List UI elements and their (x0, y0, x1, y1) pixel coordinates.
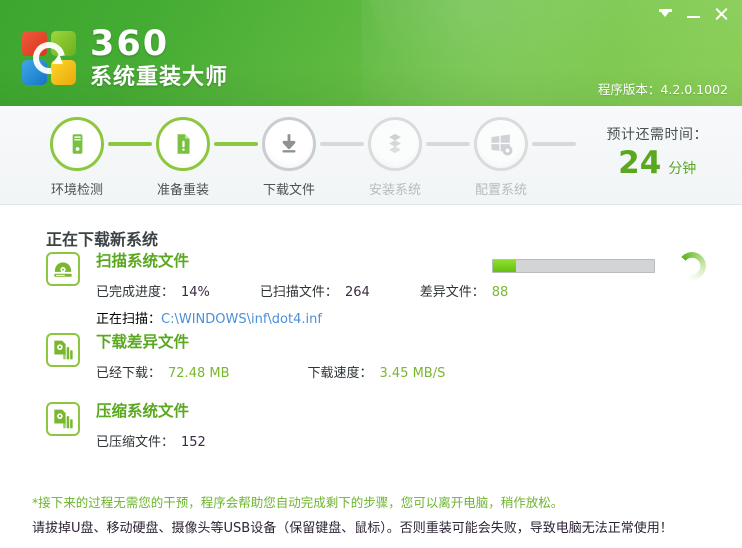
footer-note-warning: 请拔掉U盘、移动硬盘、摄像头等USB设备（保留键盘、鼠标）。否则重装可能会失败，… (32, 521, 673, 536)
page-title: 正在下载新系统 (46, 230, 159, 249)
step-4-todo: 安装系统 (364, 117, 426, 198)
step-2-label: 准备重装 (156, 183, 209, 198)
title-bar: 360 系统重装大师 程序版本：4.2.0.1002 (0, 0, 742, 106)
minimize-button[interactable] (680, 4, 706, 23)
360-logo-icon (22, 31, 76, 85)
step-list: 环境检测 准备重装 下载文件 安装系统 配置系统 (46, 117, 576, 198)
file-compress-icon (46, 402, 80, 436)
window-controls (652, 4, 734, 23)
stat-label: 已经下载： (96, 365, 162, 381)
step-progress-bar: 环境检测 准备重装 下载文件 安装系统 配置系统 预计还需时间： 24 分钟 (0, 106, 742, 205)
chevron-down-icon (658, 8, 672, 19)
task-current-file: 正在扫描： C:\WINDOWS\inf\dot4.inf (96, 308, 508, 327)
step-5-todo: 配置系统 (470, 117, 532, 198)
brand-number: 360 (90, 24, 170, 64)
task-row: 扫描系统文件 已完成进度： 14% 已扫描文件： 264 差异文件： 88 正在扫描： C:\W… (46, 252, 508, 327)
task-stat: 差异文件： 88 (420, 281, 509, 300)
stat-value: 152 (181, 434, 206, 450)
stat-value: 88 (491, 284, 509, 300)
close-button[interactable] (708, 4, 734, 23)
task-title: 压缩系统文件 (96, 402, 190, 420)
task-stats: 已完成进度： 14% 已扫描文件： 264 差异文件： 88 (96, 281, 508, 300)
stat-value: 3.45 MB/S (379, 365, 446, 381)
progress-fill (493, 260, 516, 272)
step-3-label: 下载文件 (262, 183, 315, 198)
step-connector-3 (320, 142, 364, 146)
eta-block: 预计还需时间： 24 分钟 (607, 124, 709, 179)
stat-value: 264 (344, 284, 370, 300)
step-1-done: 环境检测 (46, 117, 108, 198)
header-shadow (0, 66, 742, 106)
task-stat: 下载速度： 3.45 MB/S (308, 362, 446, 381)
eta-unit: 分钟 (668, 161, 697, 177)
task-stats: 已经下载： 72.48 MB 下载速度： 3.45 MB/S (96, 362, 445, 381)
stat-label: 下载速度： (307, 365, 373, 381)
stat-value: 14% (181, 284, 210, 300)
document-alert-icon (156, 117, 210, 171)
step-connector-5 (532, 142, 576, 146)
eta-value: 24 (618, 145, 662, 181)
menu-button[interactable] (652, 4, 678, 23)
step-4-label: 安装系统 (368, 183, 421, 198)
footer-note-primary: *接下来的过程无需您的干预，程序会帮助您自动完成剩下的步骤，您可以离开电脑，稍作… (32, 495, 564, 510)
task-stat: 已经下载： 72.48 MB (96, 362, 230, 381)
step-connector-2 (214, 142, 258, 146)
task-title: 扫描系统文件 (96, 252, 190, 270)
download-arrow-icon (262, 117, 316, 171)
step-2-done: 准备重装 (152, 117, 214, 198)
hard-disk-icon (46, 252, 80, 286)
step-1-label: 环境检测 (50, 183, 103, 198)
header-glow (362, 0, 622, 106)
task-title: 下载差异文件 (96, 333, 190, 351)
step-connector-4 (426, 142, 470, 146)
file-transfer-icon (46, 333, 80, 367)
stat-value: 72.48 MB (168, 365, 230, 381)
task-stat: 已压缩文件： 152 (96, 431, 206, 450)
stat-label: 差异文件： (419, 284, 485, 300)
content-area: 正在下载新系统 扫描系统文件 已完成进度： 14% 已扫描文件： 264 差异文件： 88 正… (0, 206, 742, 478)
task-stat: 已完成进度： 14% (96, 281, 210, 300)
step-connector-1 (108, 142, 152, 146)
windows-gear-icon (474, 117, 528, 171)
step-5-label: 配置系统 (474, 183, 527, 198)
progress-track (492, 259, 655, 273)
task-stats: 已压缩文件： 152 (96, 431, 206, 450)
close-icon (714, 7, 728, 21)
step-3-current: 下载文件 (258, 117, 320, 198)
version-label: 程序版本：4.2.0.1002 (597, 82, 728, 97)
current-file-label: 正在扫描： (96, 311, 162, 327)
eta-label: 预计还需时间： (606, 127, 708, 143)
task-row: 压缩系统文件 已压缩文件： 152 (46, 402, 206, 450)
tower-pc-icon (50, 117, 104, 171)
brand-logo: 360 系统重装大师 (22, 27, 228, 89)
stat-label: 已完成进度： (96, 284, 175, 300)
download-progress (492, 252, 706, 280)
stat-label: 已扫描文件： (259, 284, 338, 300)
install-box-icon (368, 117, 422, 171)
minimize-icon (686, 15, 700, 18)
current-file-path: C:\WINDOWS\inf\dot4.inf (161, 311, 322, 327)
stat-label: 已压缩文件： (96, 434, 175, 450)
task-row: 下载差异文件 已经下载： 72.48 MB 下载速度： 3.45 MB/S (46, 333, 445, 381)
loading-spinner-icon (678, 252, 706, 280)
task-stat: 已扫描文件： 264 (260, 281, 370, 300)
footer-notes: *接下来的过程无需您的干预，程序会帮助您自动完成剩下的步骤，您可以离开电脑，稍作… (0, 478, 742, 548)
brand-name: 系统重装大师 (90, 65, 229, 90)
